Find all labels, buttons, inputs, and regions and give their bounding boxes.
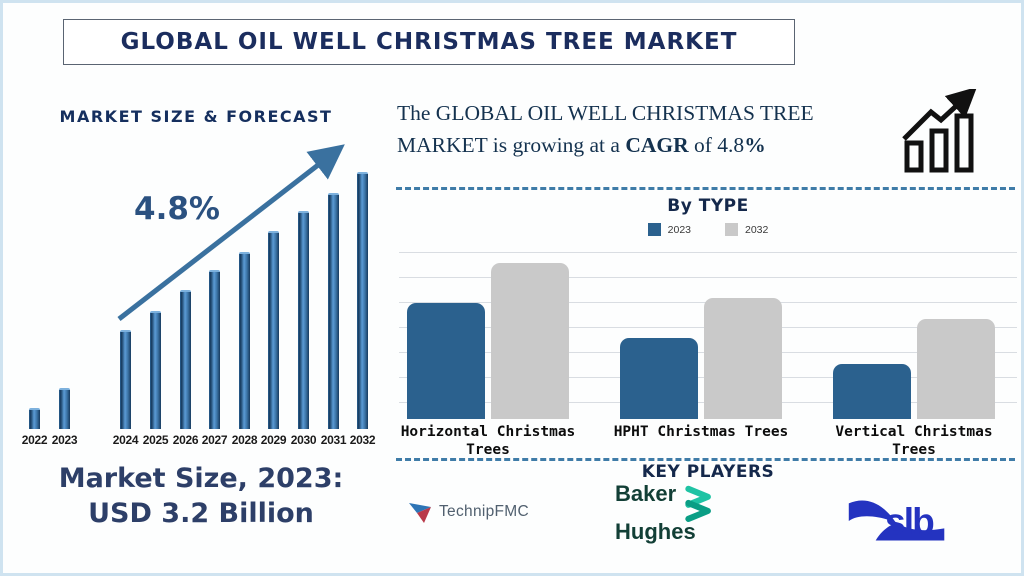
by-type-legend: 2023 2032 [398,223,1018,236]
cagr-annotation: 4.8% [134,191,220,227]
forecast-year-label-2031: 2031 [320,433,347,447]
summary-line1: The GLOBAL OIL WELL CHRISTMAS TREE [397,101,814,125]
legend-swatch-2023 [647,223,661,236]
legend-item-2023: 2023 [647,223,691,236]
logo-baker-hughes: Baker Hughes [615,481,714,544]
type-bar-2023-group2 [620,338,698,419]
type-bar-2032-group3 [917,319,995,419]
bar-chart-up-icon [902,89,978,173]
dashed-divider-bottom [396,458,1015,461]
slb-label: slb [885,500,934,542]
forecast-bar-2028 [239,252,250,429]
type-category-label: Horizontal Christmas Trees [400,424,576,459]
by-type-title: By TYPE [667,196,749,216]
technipfmc-label: TechnipFMC [439,503,529,520]
forecast-year-label-2029: 2029 [260,433,287,447]
logo-slb: slb [846,493,948,554]
summary-text: The GLOBAL OIL WELL CHRISTMAS TREE MARKE… [397,97,897,162]
gridline [399,252,1017,253]
summary-cagr: CAGR [625,133,689,158]
forecast-bar-2022 [29,408,40,429]
forecast-bar-2027 [209,270,220,429]
summary-line2-mid: of 4.8 [688,133,745,158]
forecast-year-label-2023: 2023 [51,433,78,447]
type-bar-2032-group1 [491,263,569,419]
forecast-bar-2029 [268,231,279,429]
type-category-label: Vertical Christmas Trees [835,424,993,459]
dashed-divider-top [396,187,1015,190]
technipfmc-mark-icon [409,503,431,523]
forecast-bar-2023 [59,388,70,429]
trend-arrow-icon [117,144,345,321]
logo-technipfmc: TechnipFMC [407,499,529,525]
baker-hughes-line2: Hughes [615,519,696,544]
by-type-category-labels: Horizontal Christmas Trees HPHT Christmas… [399,423,1017,459]
market-size-line2: USD 3.2 Billion [88,498,314,530]
forecast-bar-2025 [150,311,161,429]
by-type-bar-chart [399,243,1017,419]
forecast-bar-2024 [120,330,131,429]
forecast-year-label-2027: 2027 [201,433,228,447]
type-bar-2023-group1 [407,303,485,419]
market-size-callout: Market Size, 2023: USD 3.2 Billion [21,461,381,531]
summary-line2-pre: MARKET is growing at a [397,133,626,158]
forecast-year-label-2028: 2028 [231,433,258,447]
gridline [399,277,1017,278]
forecast-chart-title: MARKET SIZE & FORECAST [59,107,333,126]
forecast-bar-2030 [298,211,309,429]
forecast-year-label-2030: 2030 [290,433,317,447]
forecast-year-label-2032: 2032 [349,433,376,447]
forecast-year-label-2025: 2025 [142,433,169,447]
baker-hughes-chevrons-icon [685,485,712,522]
forecast-bar-2032 [357,172,368,429]
type-bar-2032-group2 [704,298,782,419]
legend-swatch-2032 [725,223,738,236]
legend-label-2032: 2032 [745,223,769,236]
baker-hughes-line1: Baker [615,481,677,506]
type-category-label: HPHT Christmas Trees [613,424,789,440]
summary-percent: % [744,133,766,158]
forecast-year-label-2026: 2026 [172,433,199,447]
page-title: GLOBAL OIL WELL CHRISTMAS TREE MARKET [120,29,738,55]
market-size-line1: Market Size, 2023: [58,463,344,494]
legend-label-2023: 2023 [667,223,691,236]
legend-item-2032: 2032 [725,223,768,236]
forecast-year-label-2022: 2022 [21,433,48,447]
slb-mark-icon: slb [848,500,945,542]
title-banner: GLOBAL OIL WELL CHRISTMAS TREE MARKET [63,19,795,65]
forecast-bar-2031 [328,193,339,429]
forecast-year-label-2024: 2024 [112,433,139,447]
forecast-bar-2026 [180,290,191,429]
key-players-title: KEY PLAYERS [641,462,775,482]
forecast-bar-chart: 2022 2023 2024 2025 2026 2027 2028 2029 2030 2031… [22,172,379,447]
type-bar-2023-group3 [833,364,911,419]
